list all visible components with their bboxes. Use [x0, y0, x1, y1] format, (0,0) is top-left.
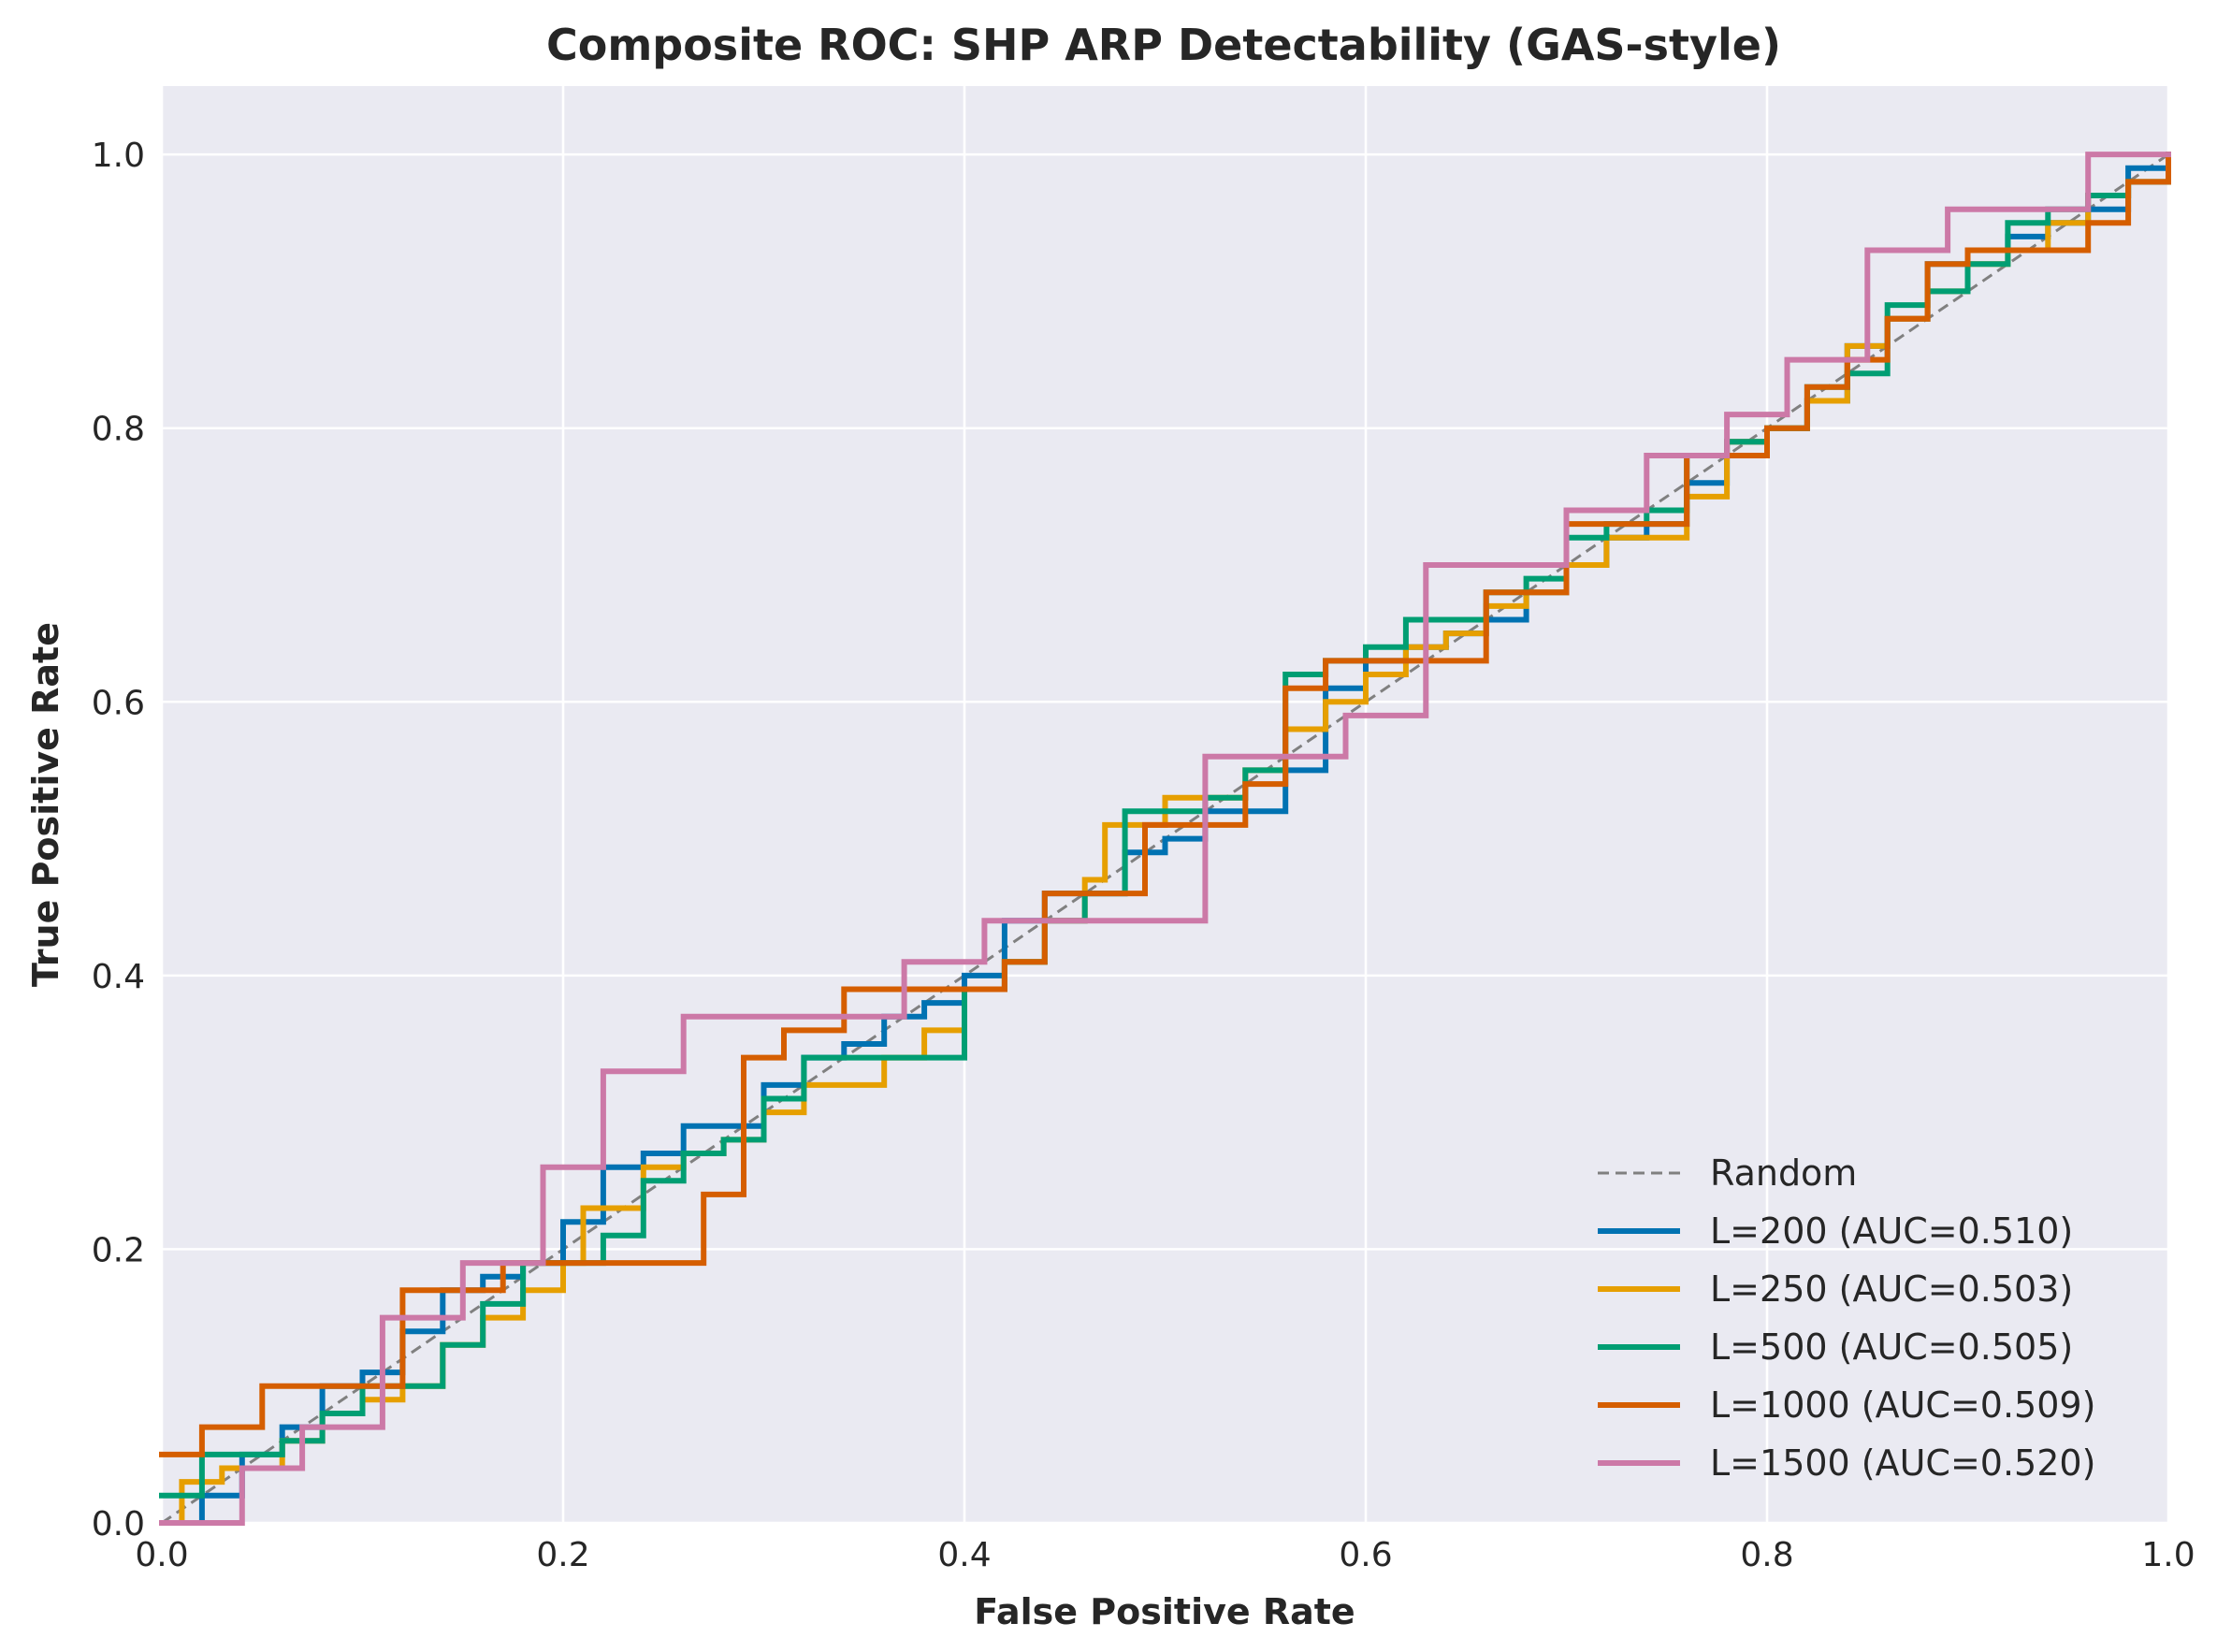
x-tick-label: 0.6 [1339, 1536, 1392, 1574]
roc-series-line-4 [159, 152, 2171, 1526]
legend-label-0: L=200 (AUC=0.510) [1710, 1210, 2073, 1252]
x-gridlines [160, 86, 2170, 1523]
legend-label-4: L=1500 (AUC=0.520) [1710, 1442, 2095, 1484]
y-tick-label: 0.6 [92, 684, 145, 722]
legend: Random L=200 (AUC=0.510) L=250 (AUC=0.503)… [1598, 1152, 2095, 1484]
y-tick-labels: 0.0 0.2 0.4 0.6 0.8 1.0 [92, 137, 145, 1543]
legend-label-1: L=250 (AUC=0.503) [1710, 1268, 2073, 1310]
y-tick-label: 0.0 [92, 1505, 145, 1543]
y-tick-label: 0.8 [92, 411, 145, 449]
legend-label-random: Random [1710, 1152, 1857, 1194]
y-axis-label: True Positive Rate [25, 622, 66, 987]
x-tick-label: 0.8 [1740, 1536, 1793, 1574]
legend-label-3: L=1000 (AUC=0.509) [1710, 1384, 2095, 1426]
x-tick-label: 0.4 [937, 1536, 991, 1574]
y-tick-label: 0.2 [92, 1231, 145, 1269]
x-tick-labels: 0.0 0.2 0.4 0.6 0.8 1.0 [135, 1536, 2195, 1574]
x-tick-label: 0.0 [135, 1536, 188, 1574]
chart-title: Composite ROC: SHP ARP Detectability (GA… [546, 20, 1781, 70]
legend-label-2: L=500 (AUC=0.505) [1710, 1326, 2073, 1368]
series-layer [159, 152, 2171, 1526]
y-gridlines [162, 152, 2168, 1525]
x-tick-label: 1.0 [2141, 1536, 2195, 1574]
x-tick-label: 0.2 [536, 1536, 589, 1574]
x-axis-label: False Positive Rate [974, 1591, 1355, 1632]
y-tick-label: 1.0 [92, 137, 145, 175]
y-tick-label: 0.4 [92, 958, 145, 996]
